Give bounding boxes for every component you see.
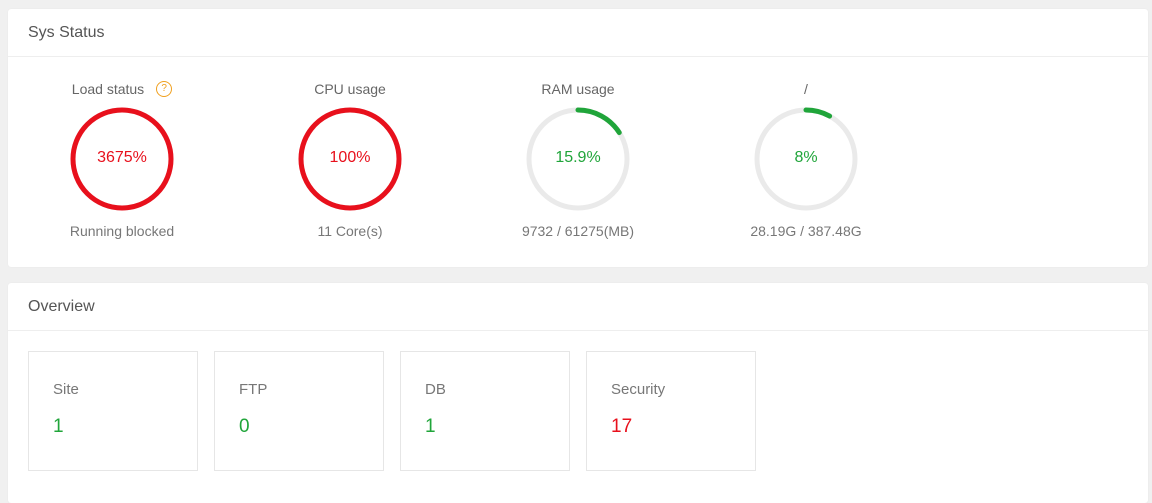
gauge-subtext: 11 Core(s) <box>317 223 383 239</box>
overview-card-label: DB <box>425 381 446 398</box>
overview-card-security[interactable]: Security 17 <box>586 351 756 471</box>
overview-card-value[interactable]: 1 <box>425 416 436 437</box>
gauge-ring <box>754 107 858 211</box>
overview-title: Overview <box>8 283 1148 331</box>
overview-card-label: Security <box>611 381 666 398</box>
gauge-title: / <box>804 81 808 97</box>
gauge-subtext: Running blocked <box>69 223 175 239</box>
overview-card-label: Site <box>53 381 79 398</box>
gauge-title-row: RAM usage <box>498 81 658 97</box>
overview-panel: Overview Site 1 FTP 0 DB 1 Security 17 <box>8 283 1148 503</box>
gauge-subtext: 28.19G / 387.48G <box>750 223 862 239</box>
gauge-arc <box>298 107 402 211</box>
overview-card-ftp[interactable]: FTP 0 <box>214 351 384 471</box>
overview-card-db[interactable]: DB 1 <box>400 351 570 471</box>
gauge-title-row: / <box>726 81 886 97</box>
gauge-title: CPU usage <box>314 81 386 97</box>
gauge-title-row: Load status ? <box>42 81 202 97</box>
gauge-value: 8% <box>794 149 818 166</box>
gauge-value: 3675% <box>97 149 147 166</box>
gauge-title: RAM usage <box>541 81 615 97</box>
gauge-subtext: 9732 / 61275(MB) <box>521 223 635 239</box>
gauge-ring <box>70 107 174 211</box>
sys-status-title: Sys Status <box>8 9 1148 57</box>
sys-status-panel: Sys Status Load status ? 3675% Running b… <box>8 9 1148 267</box>
overview-card-value[interactable]: 0 <box>239 416 250 437</box>
gauge-title-row: CPU usage <box>270 81 430 97</box>
gauge-value: 15.9% <box>555 149 601 166</box>
help-icon[interactable]: ? <box>156 81 173 97</box>
gauge-title: Load status <box>71 81 145 97</box>
overview-card-value[interactable]: 17 <box>611 416 633 437</box>
gauge-ring <box>298 107 402 211</box>
gauge-ring <box>526 107 630 211</box>
gauge-arc <box>70 107 174 211</box>
gauge-arc <box>526 107 630 211</box>
gauge-arc <box>754 107 858 211</box>
overview-card-value[interactable]: 1 <box>53 416 64 437</box>
overview-card-site[interactable]: Site 1 <box>28 351 198 471</box>
gauge-value: 100% <box>329 149 371 166</box>
overview-card-label: FTP <box>239 381 268 398</box>
